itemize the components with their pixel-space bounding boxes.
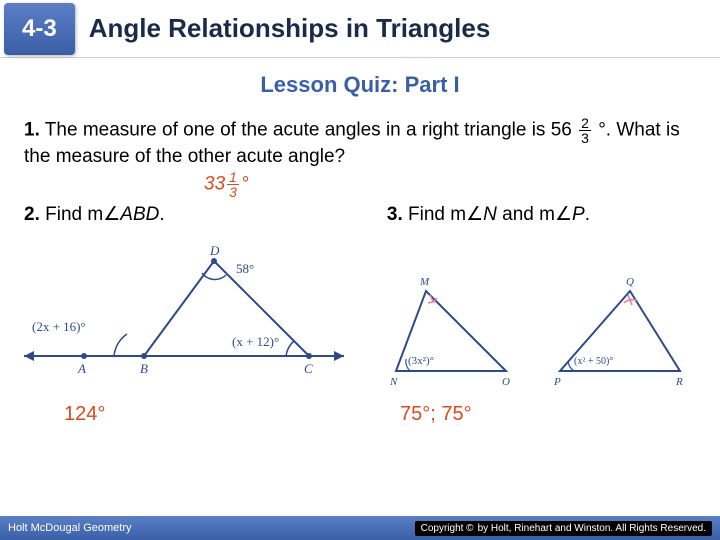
- question-3: 3. Find mN and mP.: [387, 203, 696, 228]
- question-2: 2. Find mABD.: [24, 203, 373, 228]
- q1-frac-den: 3: [579, 131, 591, 145]
- q3-diagram: M N O (3x²)° Q P R (x² + 50)°: [376, 241, 696, 391]
- footer-left: Holt McDougal Geometry: [8, 522, 132, 534]
- q3-vertex-p: P: [553, 376, 561, 388]
- q1-ans-den: 3: [227, 185, 239, 199]
- q1-ans-frac: 13: [227, 170, 239, 199]
- q3-tri1: M N O (3x²)°: [376, 271, 522, 391]
- q2-vertex-c: C: [304, 361, 313, 376]
- q3-expr2: (x² + 50)°: [574, 356, 613, 367]
- q3-vertex-q: Q: [626, 276, 634, 288]
- lesson-header: 4-3 Angle Relationships in Triangles: [0, 0, 720, 58]
- question-row-2-3: 2. Find mABD. 3. Find mN and mP.: [24, 203, 696, 228]
- q3-angle-p: P: [572, 204, 585, 225]
- q2-expr-left: (2x + 16)°: [32, 319, 86, 334]
- angle-icon: [555, 204, 572, 225]
- q2-diagram: D 58° A B C (2x + 16)° (x + 12)°: [14, 241, 354, 391]
- q2-vertex-b: B: [140, 361, 148, 376]
- q2-vertex-a: A: [77, 361, 86, 376]
- q2-answer: 124°: [64, 403, 400, 426]
- angle-icon: [466, 204, 483, 225]
- q3-vertex-m: M: [419, 276, 430, 288]
- slide-footer: Holt McDougal Geometry Copyright © by Ho…: [0, 516, 720, 540]
- diagram-row: D 58° A B C (2x + 16)° (x + 12)° M N O (…: [0, 227, 720, 391]
- q1-text-a: The measure of one of the acute angles i…: [45, 120, 572, 141]
- q1-ans-num: 1: [227, 170, 239, 185]
- q1-answer: 3313°: [204, 170, 696, 199]
- angle-icon: [103, 204, 120, 225]
- q3-angle-n: N: [483, 204, 497, 225]
- question-1: 1. The measure of one of the acute angle…: [24, 116, 696, 199]
- q2-vertex-d: D: [209, 243, 220, 258]
- q2-angle: ABD: [120, 204, 159, 225]
- q3-vertex-n: N: [389, 376, 398, 388]
- q1-ans-deg: °: [241, 173, 249, 194]
- q2-label: 2.: [24, 204, 40, 225]
- copyright-text: Copyright ©: [421, 523, 474, 534]
- lesson-title: Angle Relationships in Triangles: [89, 13, 491, 44]
- content-area: 1. The measure of one of the acute angle…: [0, 98, 720, 227]
- q3-vertex-o: O: [502, 376, 510, 388]
- q1-fraction: 2 3: [579, 116, 591, 145]
- q2-svg: D 58° A B C (2x + 16)° (x + 12)°: [14, 241, 354, 391]
- q2-expr-right: (x + 12)°: [232, 334, 279, 349]
- q1-ans-int: 33: [204, 173, 225, 194]
- q3-expr1: (3x²)°: [408, 355, 434, 367]
- q3-vertex-r: R: [675, 376, 683, 388]
- q3-text-a: Find m: [408, 204, 466, 225]
- q2-angle-d-label: 58°: [236, 261, 254, 276]
- q3-text-b: and m: [497, 204, 555, 225]
- lesson-number-tab: 4-3: [4, 3, 75, 55]
- footer-right-text: by Holt, Rinehart and Winston. All Right…: [478, 523, 706, 534]
- q3-tri2: Q P R (x² + 50)°: [540, 271, 696, 391]
- answers-row: 124° 75°; 75°: [0, 391, 720, 426]
- q3-answer: 75°; 75°: [400, 403, 472, 426]
- q2-text: Find m: [45, 204, 103, 225]
- q1-frac-num: 2: [579, 116, 591, 131]
- quiz-subtitle: Lesson Quiz: Part I: [0, 72, 720, 98]
- footer-copyright: Copyright © by Holt, Rinehart and Winsto…: [415, 521, 712, 536]
- q1-label: 1.: [24, 120, 40, 141]
- q3-label: 3.: [387, 204, 403, 225]
